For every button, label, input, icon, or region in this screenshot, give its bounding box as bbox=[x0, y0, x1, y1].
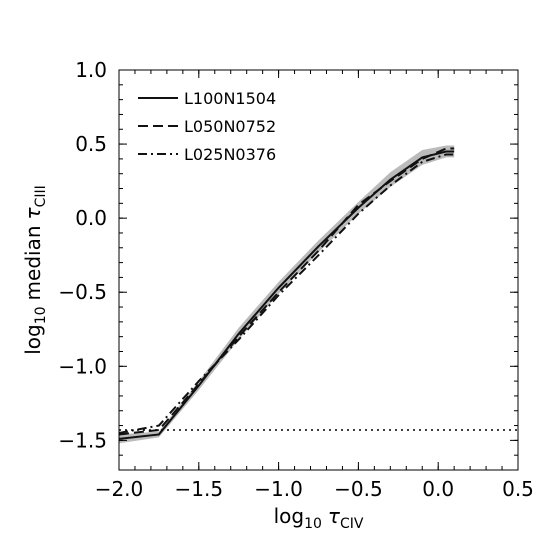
plot-frame bbox=[118, 69, 519, 471]
y-tick-label: −0.5 bbox=[58, 280, 107, 304]
y-axis-label: log10 median τCIII bbox=[21, 185, 49, 355]
x-axis-label: log10 τCIV bbox=[274, 504, 364, 532]
x-axis-label-sub: 10 bbox=[304, 516, 322, 532]
x-tick-label: −0.5 bbox=[334, 477, 383, 501]
band-L100N1504 bbox=[119, 145, 455, 444]
confidence-bands bbox=[119, 145, 455, 444]
y-axis-label-log: log bbox=[21, 324, 45, 355]
y-tick-label: −1.0 bbox=[58, 354, 107, 378]
series-lines bbox=[118, 147, 455, 440]
x-tick-label: −1.0 bbox=[254, 477, 303, 501]
legend: L100N1504 L050N0752 L025N0376 bbox=[138, 89, 276, 164]
y-axis-label-sub: 10 bbox=[33, 306, 49, 324]
y-axis-label-word: median bbox=[21, 225, 45, 300]
y-tick-label: 1.0 bbox=[75, 58, 107, 82]
x-tick-label: 0.0 bbox=[422, 477, 454, 501]
x-axis-label-tau: τ bbox=[328, 504, 341, 528]
x-axis-label-species: CIV bbox=[340, 516, 364, 532]
y-tick-label: −1.5 bbox=[58, 428, 107, 452]
series-line-L050N0752 bbox=[118, 147, 455, 436]
y-axis-label-species: CIII bbox=[33, 185, 49, 207]
series-line-L100N1504 bbox=[118, 150, 455, 440]
x-axis-label-log: log bbox=[274, 504, 305, 528]
x-tick-label: −2.0 bbox=[95, 477, 144, 501]
y-tick-label: 0.0 bbox=[75, 206, 107, 230]
legend-label-L050N0752: L050N0752 bbox=[184, 117, 276, 136]
y-tick-label: 0.5 bbox=[75, 132, 107, 156]
legend-label-L100N1504: L100N1504 bbox=[184, 89, 276, 108]
legend-label-L025N0376: L025N0376 bbox=[184, 145, 276, 164]
y-axis-label-tau: τ bbox=[21, 206, 45, 219]
axis-ticks: −2.0 −1.5 −1.0 −0.5 0.0 0.5 −1.5 −1.0 −0.5 0.0 0.5… bbox=[58, 58, 533, 501]
x-tick-label: −1.5 bbox=[175, 477, 224, 501]
series-line-L025N0376 bbox=[118, 153, 455, 434]
x-tick-label: 0.5 bbox=[502, 477, 534, 501]
